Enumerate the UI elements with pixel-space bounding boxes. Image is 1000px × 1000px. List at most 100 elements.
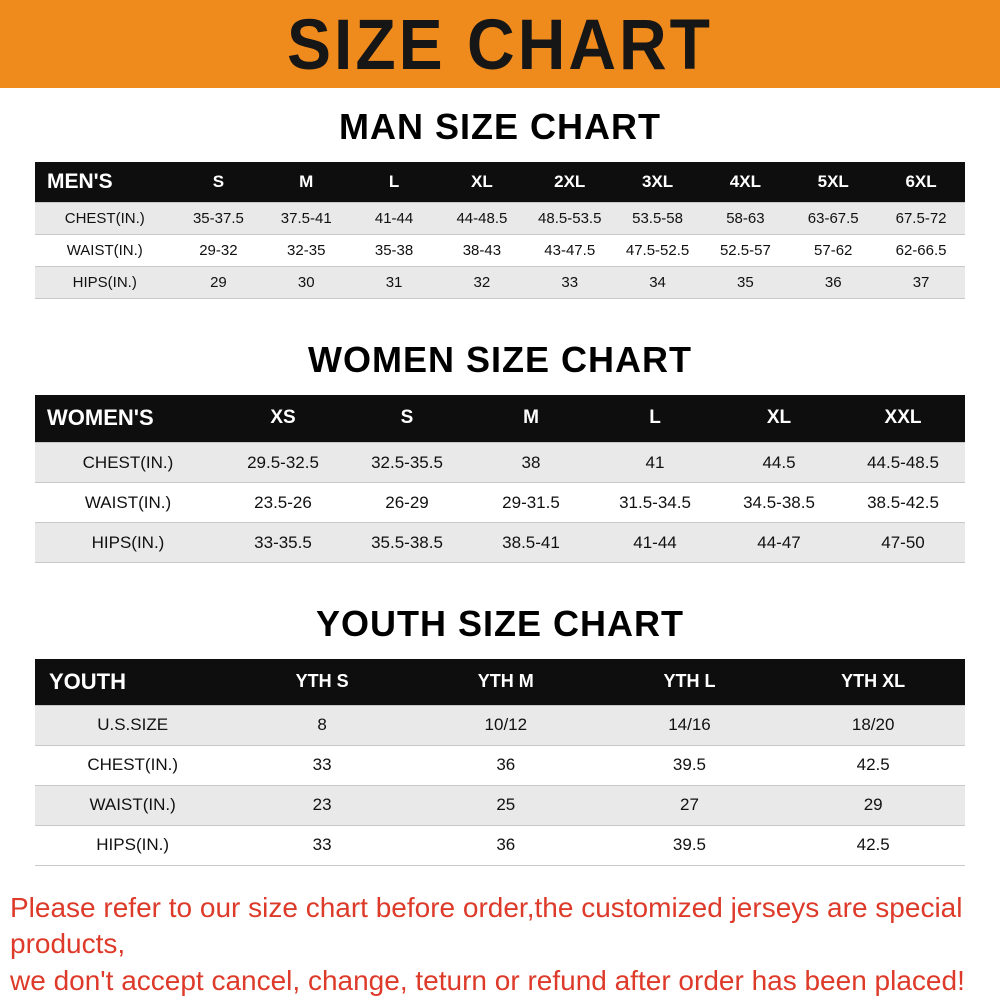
table-cell: 32 — [473, 273, 491, 291]
table-title: WOMEN'S — [35, 394, 221, 443]
table-cell: 23 — [312, 795, 332, 814]
table-cell: 43-47.5 — [544, 241, 596, 259]
table-cell: 36 — [496, 755, 516, 774]
youth-size-chart-section: YOUTH SIZE CHART YOUTH YTH S YTH M YTH L YTH… — [0, 603, 1000, 866]
column-header: L — [593, 394, 717, 443]
table-cell: 29 — [210, 273, 227, 291]
table-cell: 18/20 — [851, 715, 895, 734]
table-cell: 41-44 — [633, 532, 677, 552]
table-row: HIPS(IN.) 33-35.5 35.5-38.5 38.5-41 41-44 44-… — [35, 522, 965, 563]
table-cell: 53.5-58 — [632, 209, 683, 227]
column-header: YTH L — [597, 659, 782, 705]
table-cell: 25 — [496, 795, 516, 814]
table-title: MEN'S — [35, 162, 175, 202]
row-label: HIPS(IN.) — [72, 273, 137, 291]
table-cell: 32.5-35.5 — [371, 452, 443, 472]
table-cell: 38 — [521, 452, 541, 472]
column-header: XL — [437, 162, 526, 202]
table-cell: 44.5 — [762, 452, 796, 472]
row-label: CHEST(IN.) — [82, 452, 174, 472]
youth-size-table: YOUTH YTH S YTH M YTH L YTH XL U.S.SIZE 8 10/12… — [35, 659, 965, 866]
table-cell: 62-66.5 — [895, 241, 947, 259]
row-label: HIPS(IN.) — [96, 835, 170, 854]
table-cell: 33 — [312, 755, 332, 774]
table-cell: 32-35 — [287, 241, 326, 259]
table-cell: 63-67.5 — [807, 209, 859, 227]
table-cell: 44.5-48.5 — [867, 452, 939, 472]
table-cell: 8 — [317, 715, 327, 734]
column-header: S — [345, 394, 469, 443]
table-cell: 42.5 — [856, 835, 890, 854]
table-header-row: MEN'S S M L XL 2XL 3XL 4XL 5XL 6XL — [35, 162, 965, 202]
table-row: WAIST(IN.) 29-32 32-35 35-38 38-43 43-47.5 47.… — [35, 234, 965, 266]
row-label: CHEST(IN.) — [87, 755, 178, 774]
table-title: YOUTH — [35, 659, 231, 705]
table-cell: 44-47 — [757, 532, 801, 552]
women-size-table: WOMEN'S XS S M L XL XXL CHEST(IN.) 29.5-32.5 32.5… — [35, 394, 965, 563]
table-cell: 29 — [863, 795, 883, 814]
table-cell: 41-44 — [374, 209, 414, 227]
table-cell: 35-38 — [374, 241, 414, 259]
table-cell: 10/12 — [484, 715, 528, 734]
men-size-table: MEN'S S M L XL 2XL 3XL 4XL 5XL 6XL CHEST(IN.) 35-37… — [35, 162, 965, 299]
women-size-chart-section: WOMEN SIZE CHART WOMEN'S XS S M L XL XXL CHEST(… — [0, 338, 1000, 563]
table-cell: 44-48.5 — [456, 209, 508, 227]
table-row: U.S.SIZE 8 10/12 14/16 18/20 — [35, 705, 965, 745]
table-cell: 58-63 — [726, 209, 765, 227]
table-header-row: YOUTH YTH S YTH M YTH L YTH XL — [35, 659, 965, 705]
order-notice-line2: we don't accept cancel, change, teturn o… — [10, 965, 965, 997]
column-header: 4XL — [701, 162, 790, 202]
table-cell: 34.5-38.5 — [743, 492, 815, 512]
table-cell: 57-62 — [814, 241, 853, 259]
table-cell: 35.5-38.5 — [371, 532, 443, 552]
table-cell: 14/16 — [668, 715, 711, 734]
table-cell: 33 — [312, 835, 332, 854]
table-row: WAIST(IN.) 23 25 27 29 — [35, 785, 965, 825]
table-cell: 67.5-72 — [895, 209, 947, 227]
column-header: M — [469, 394, 593, 443]
table-cell: 36 — [496, 835, 516, 854]
table-row: HIPS(IN.) 33 36 39.5 42.5 — [35, 825, 965, 865]
table-cell: 35-37.5 — [192, 209, 244, 227]
women-section-heading: WOMEN SIZE CHART — [308, 338, 692, 380]
column-header: S — [174, 162, 263, 202]
column-header: YTH XL — [781, 659, 965, 705]
table-cell: 47.5-52.5 — [625, 241, 690, 259]
table-cell: 27 — [680, 795, 699, 814]
size-chart-banner: SIZE CHART — [0, 0, 1000, 88]
column-header: XS — [221, 394, 345, 443]
table-row: HIPS(IN.) 29 30 31 32 33 34 35 36 37 — [35, 266, 965, 298]
table-cell: 47-50 — [881, 532, 925, 552]
column-header: YTH M — [413, 659, 598, 705]
table-cell: 33-35.5 — [254, 532, 312, 552]
table-cell: 37 — [912, 273, 930, 291]
column-header: M — [262, 162, 351, 202]
column-header: YTH S — [230, 659, 414, 705]
table-row: CHEST(IN.) 35-37.5 37.5-41 41-44 44-48.5 48.5… — [35, 202, 965, 234]
table-cell: 23.5-26 — [254, 492, 312, 512]
table-row: CHEST(IN.) 33 36 39.5 42.5 — [35, 745, 965, 785]
column-header: XL — [717, 394, 841, 443]
table-cell: 38.5-41 — [502, 532, 560, 552]
table-cell: 31 — [385, 273, 403, 291]
table-cell: 42.5 — [856, 755, 890, 774]
order-notice: Please refer to our size chart before or… — [10, 890, 992, 1000]
table-cell: 35 — [737, 273, 754, 291]
table-cell: 26-29 — [385, 492, 429, 512]
table-cell: 38-43 — [462, 241, 502, 259]
man-section-heading: MAN SIZE CHART — [339, 106, 661, 147]
youth-section-heading: YOUTH SIZE CHART — [315, 603, 684, 644]
table-cell: 52.5-57 — [719, 241, 771, 259]
table-cell: 38.5-42.5 — [867, 492, 939, 512]
table-cell: 31.5-34.5 — [619, 492, 691, 512]
row-label: U.S.SIZE — [97, 715, 169, 734]
table-cell: 34 — [649, 273, 666, 291]
order-notice-line1: Please refer to our size chart before or… — [10, 891, 963, 960]
table-cell: 39.5 — [672, 835, 707, 854]
table-cell: 41 — [645, 452, 665, 472]
table-header-row: WOMEN'S XS S M L XL XXL — [35, 394, 965, 443]
column-header: L — [350, 162, 438, 202]
column-header: 2XL — [525, 162, 614, 202]
table-cell: 39.5 — [672, 755, 707, 774]
row-label: WAIST(IN.) — [89, 795, 176, 814]
